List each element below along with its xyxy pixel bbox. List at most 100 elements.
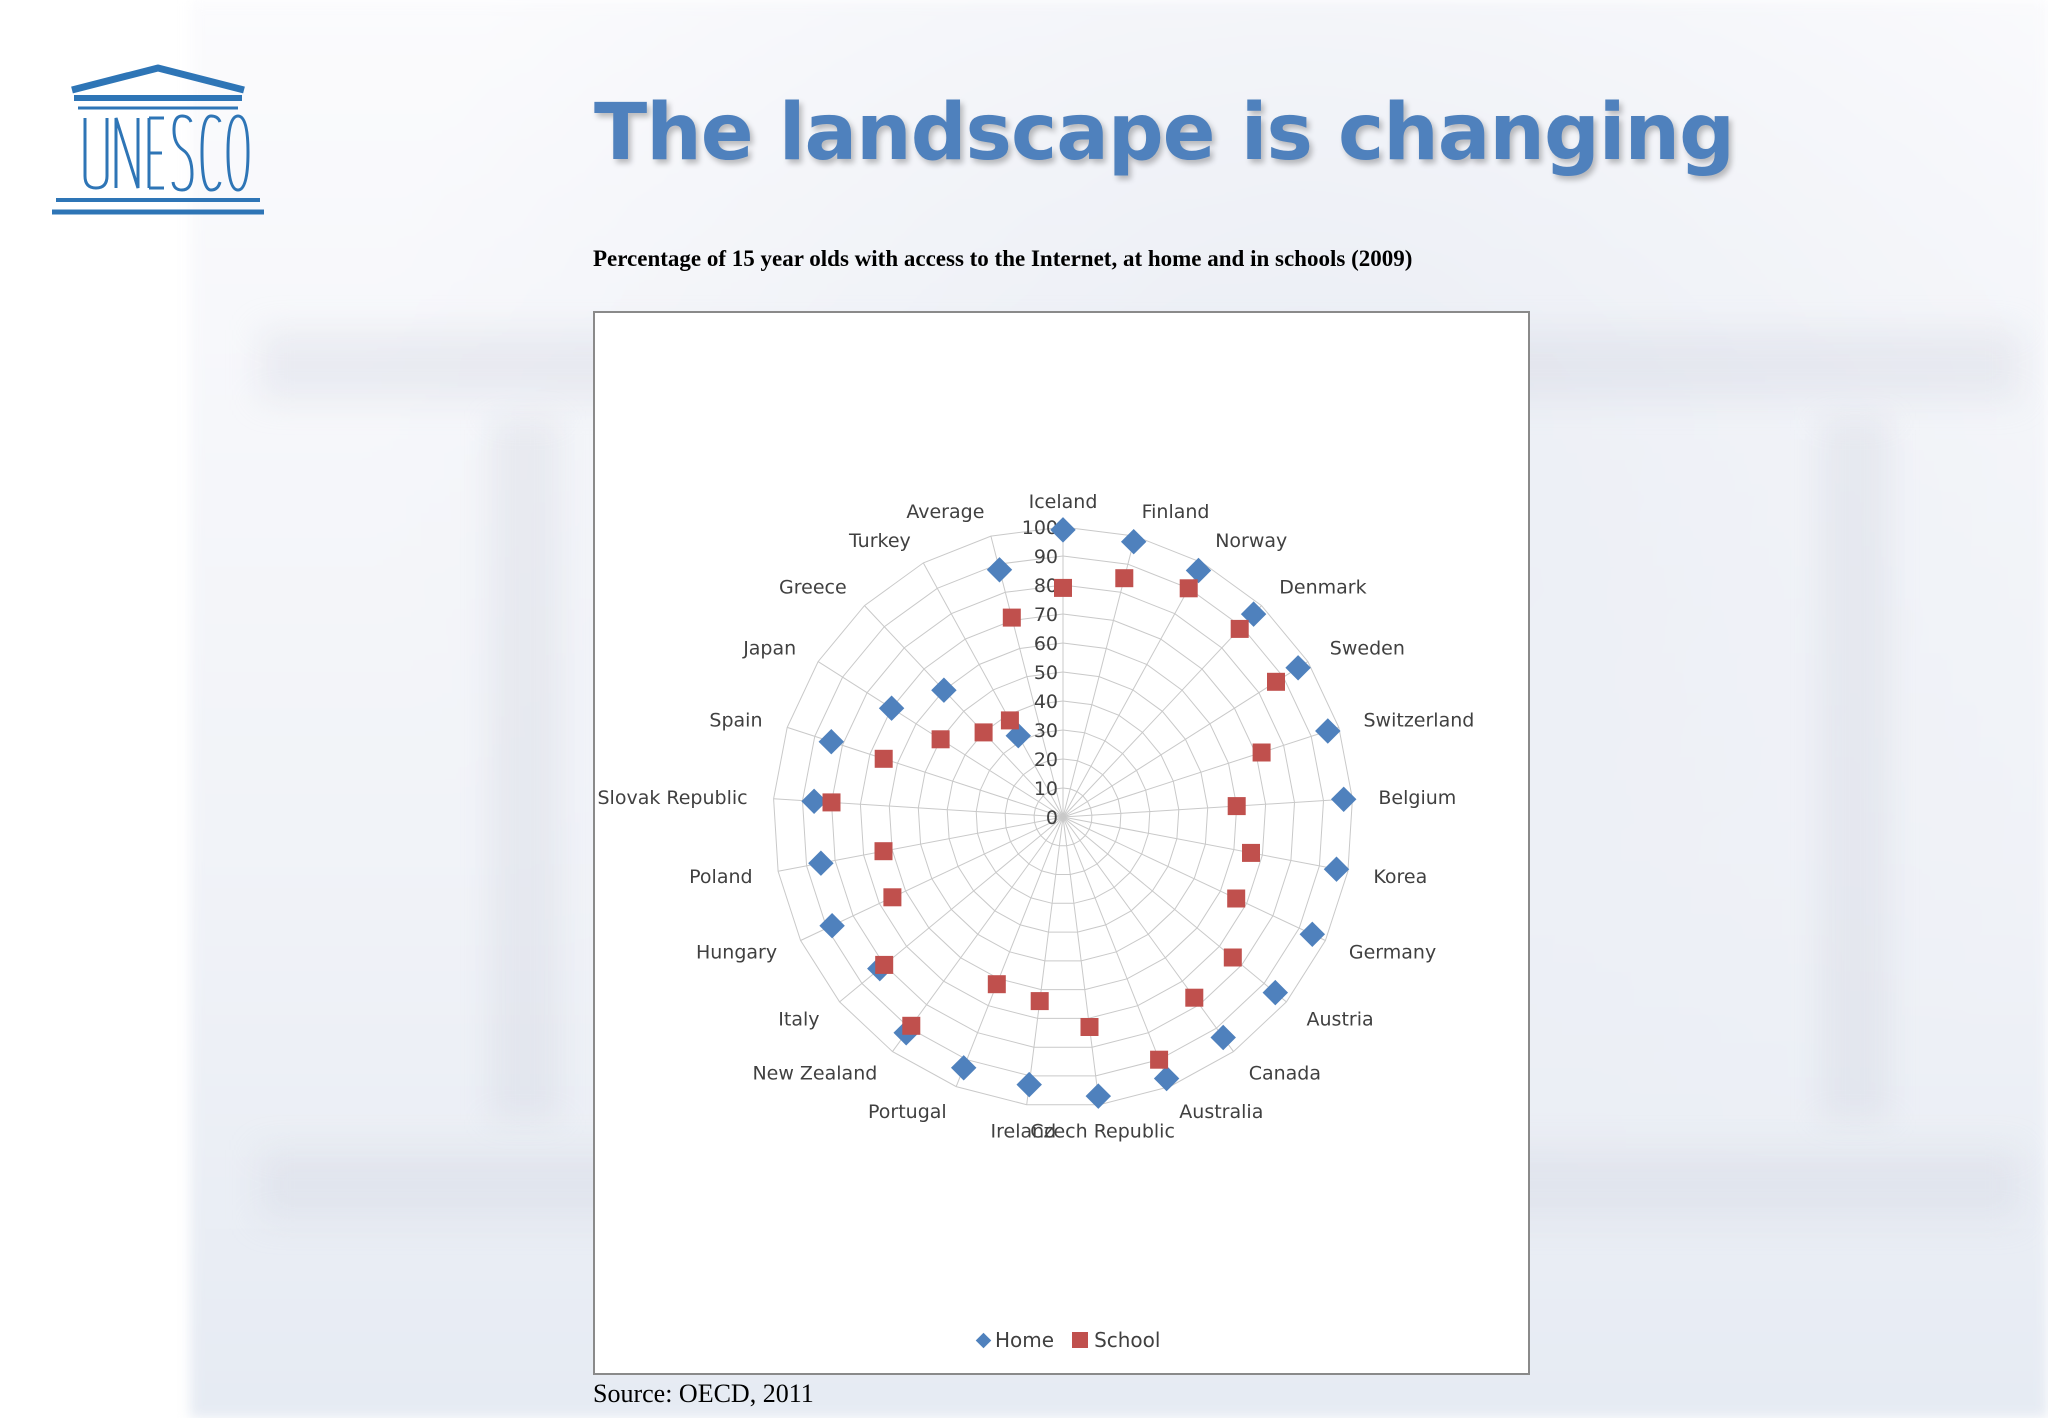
school-point	[1227, 889, 1246, 908]
background-column	[490, 420, 560, 1120]
category-label: Poland	[689, 866, 752, 888]
grid-spoke	[990, 535, 1064, 818]
home-point	[878, 695, 905, 721]
grid-spoke	[1062, 605, 1262, 818]
category-label: Germany	[1349, 942, 1436, 964]
radial-tick-label: 30	[1034, 720, 1058, 742]
home-point	[1285, 655, 1311, 681]
home-point	[986, 557, 1013, 583]
category-label: Denmark	[1279, 577, 1366, 599]
grid-spoke	[1062, 798, 1353, 818]
category-label: Spain	[709, 709, 762, 731]
school-point	[1230, 619, 1249, 638]
grid-ring	[1004, 758, 1122, 875]
diamond-marker-icon	[975, 1332, 992, 1348]
radial-tick-label: 10	[1034, 778, 1058, 800]
school-point	[1252, 743, 1271, 762]
home-point	[1315, 718, 1341, 744]
school-point	[883, 888, 902, 907]
category-label: Canada	[1249, 1063, 1321, 1085]
school-point	[987, 975, 1006, 994]
school-point	[1030, 992, 1049, 1011]
school-point	[874, 749, 893, 768]
school-point	[822, 793, 841, 812]
grid-spoke	[1062, 816, 1171, 1087]
home-point	[808, 850, 834, 876]
grid-ring	[946, 700, 1180, 933]
radar-chart: 0 10 20 30 40 50 60 70 80 90 100 Iceland FinlandNor…	[597, 491, 1475, 1143]
school-point	[1115, 569, 1134, 588]
category-label: Sweden	[1330, 638, 1405, 660]
legend-item-school: School	[1072, 1328, 1160, 1352]
category-label: Turkey	[848, 530, 911, 552]
home-point	[1299, 921, 1326, 948]
school-point	[1002, 608, 1021, 627]
radial-tick-label: 50	[1034, 662, 1058, 684]
category-label: Korea	[1373, 866, 1427, 888]
home-point	[1120, 528, 1147, 555]
category-label: Average	[906, 501, 984, 523]
school-point	[974, 723, 993, 742]
school-point	[1223, 948, 1242, 967]
school-point	[1267, 672, 1285, 691]
grid-spoke	[1062, 562, 1204, 818]
grid-spoke	[1062, 816, 1326, 941]
slide-title: The landscape is changing	[594, 88, 1735, 178]
grid-spoke	[864, 605, 1064, 818]
school-point	[1179, 579, 1198, 598]
radial-tick-label: 20	[1034, 749, 1058, 771]
legend-label-home: Home	[995, 1328, 1055, 1352]
category-label: Hungary	[696, 942, 777, 964]
home-point	[1330, 786, 1357, 813]
grid-spoke	[922, 562, 1064, 818]
radial-tick-label: 40	[1034, 691, 1058, 713]
school-point	[875, 955, 894, 974]
home-point	[1262, 979, 1289, 1006]
category-label: Iceland	[1029, 491, 1098, 513]
category-label: Japan	[742, 638, 796, 660]
grid-spoke	[800, 816, 1064, 941]
school-point	[874, 842, 893, 861]
radial-tick-labels: 0 10 20 30 40 50 60 70 80 90 100	[1022, 517, 1058, 829]
grid-spoke	[1062, 816, 1287, 1003]
school-point	[902, 1016, 921, 1035]
radial-tick-label: 90	[1034, 546, 1058, 568]
chart-frame: 0 10 20 30 40 50 60 70 80 90 100 Iceland Finland Nor…	[593, 311, 1530, 1375]
radial-tick-label: 0	[1046, 807, 1058, 829]
category-label: Austria	[1307, 1008, 1374, 1030]
grid-spoke	[1062, 726, 1339, 818]
square-marker-icon	[1072, 1332, 1089, 1348]
source-note: Source: OECD, 2011	[593, 1379, 814, 1408]
grid-ring	[1033, 787, 1093, 847]
grid-ring	[801, 555, 1325, 1077]
radial-tick-label: 70	[1034, 604, 1058, 626]
school-point	[1054, 578, 1072, 597]
category-label: Slovak Republic	[597, 787, 747, 809]
school-series	[822, 569, 1285, 1069]
school-point	[1242, 843, 1260, 862]
grid-spoke	[1062, 816, 1100, 1105]
category-label: Finland	[1142, 501, 1210, 523]
category-label: Czech Republic	[1030, 1121, 1175, 1143]
background-column	[1820, 420, 1890, 1120]
chart-title: Percentage of 15 year olds with access t…	[593, 246, 1413, 271]
category-label: Ireland	[991, 1121, 1057, 1143]
category-label: Switzerland	[1364, 709, 1475, 731]
category-label: Australia	[1179, 1101, 1263, 1123]
grid-spoke	[1062, 816, 1348, 872]
home-point	[1210, 1024, 1236, 1051]
grid-spoke	[1026, 816, 1064, 1105]
school-point	[931, 730, 950, 749]
grid-ring	[888, 642, 1238, 991]
school-point	[1150, 1050, 1169, 1069]
unesco-logo	[52, 64, 264, 215]
school-point	[1080, 1018, 1099, 1036]
school-point	[1227, 797, 1246, 816]
chart-legend: Home School	[975, 1326, 1160, 1354]
school-point	[1185, 988, 1204, 1007]
home-point	[931, 677, 957, 703]
category-label: Italy	[778, 1008, 819, 1030]
school-point	[1000, 711, 1019, 730]
category-label: Portugal	[868, 1101, 947, 1123]
home-series	[801, 517, 1357, 1109]
